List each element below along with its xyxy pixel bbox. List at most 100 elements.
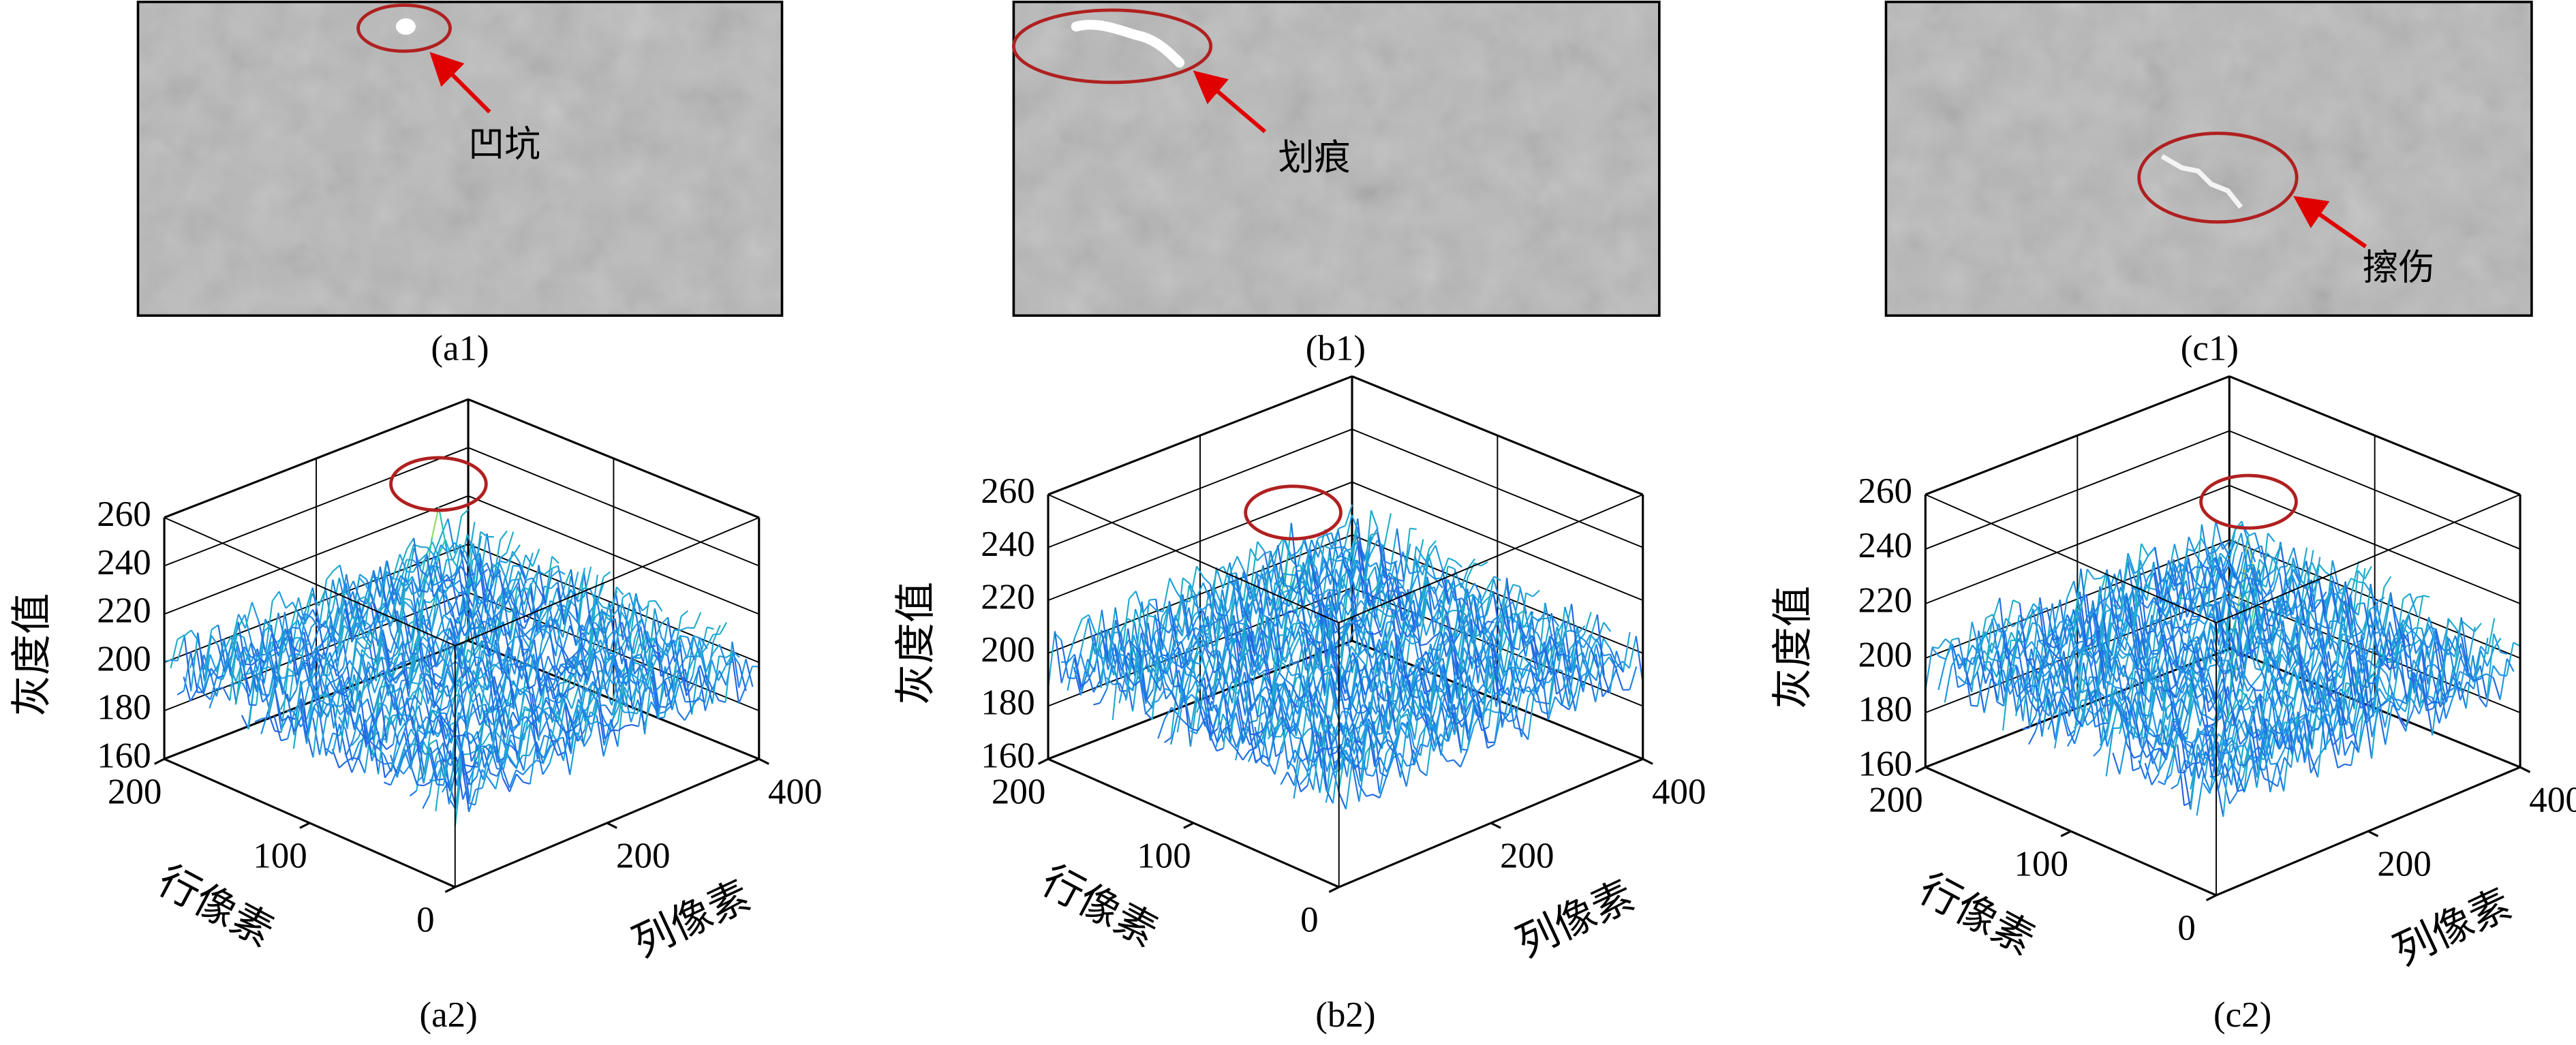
surface-segment (548, 633, 557, 657)
surface-segment (523, 583, 532, 606)
surface-segment (496, 599, 505, 641)
surface-segment (641, 601, 649, 650)
surface-segment (503, 630, 511, 636)
defect-label: 划痕 (1278, 138, 1351, 178)
surface-segment (431, 587, 440, 633)
surface-segment (1514, 706, 1522, 738)
surface-segment (492, 676, 501, 720)
surface-segment (455, 644, 463, 679)
col-axis-label: 列像素 (626, 873, 757, 967)
surface-segment (571, 699, 580, 725)
surface-segment (569, 625, 578, 644)
surface-segment (589, 614, 598, 642)
surface-segment (551, 556, 559, 564)
surface-segment (1453, 759, 1461, 768)
surface-segment (641, 664, 649, 672)
surface-segment (490, 598, 499, 626)
surface-segment (184, 629, 192, 636)
surface-segment (295, 645, 304, 659)
surface-segment (544, 712, 553, 741)
surface-segment (660, 643, 669, 665)
surface-segment (347, 687, 356, 715)
surface-segment (269, 665, 277, 695)
surface-segment (1157, 718, 1166, 739)
surface-segment (745, 659, 754, 687)
surface-segment (523, 706, 532, 712)
surface-segment (336, 666, 344, 677)
surface-segment (1300, 775, 1308, 785)
surface-segment (261, 717, 269, 720)
surface-segment (1182, 577, 1191, 584)
surface-segment (566, 686, 574, 691)
row-tick-label: 200 (108, 772, 162, 811)
surface-segment (564, 589, 572, 599)
surface-segment (333, 564, 341, 572)
surface-segment (404, 722, 413, 762)
surface-segment (333, 704, 341, 708)
surface-segment (2500, 674, 2507, 677)
surface-segment (549, 606, 557, 644)
surface-segment (522, 646, 531, 657)
surface-segment (294, 716, 303, 732)
surface-segment (517, 723, 526, 754)
z-tick-label: 240 (97, 543, 151, 582)
surface-segment (654, 651, 662, 658)
surface-segment (2344, 763, 2352, 766)
surface-segment (510, 719, 519, 761)
surface-segment (509, 621, 518, 658)
surface-segment (613, 653, 622, 679)
surface-segment (508, 773, 517, 792)
surface-segment (524, 591, 533, 616)
surface-segment (680, 627, 688, 631)
surface-segment (521, 636, 530, 648)
surface-segment (658, 678, 666, 688)
surface-segment (489, 615, 498, 655)
photo-b1: 划痕 (1012, 0, 1661, 317)
surface-segment (607, 651, 615, 677)
surface-segment (469, 776, 478, 785)
surface-segment (579, 685, 587, 693)
surface-segment (718, 700, 726, 704)
surface-segment (732, 653, 740, 666)
surface-segment (170, 659, 178, 661)
surface-segment (484, 596, 493, 631)
surface-segment (672, 635, 681, 689)
surface-segment (342, 640, 351, 684)
surface-segment (366, 735, 374, 745)
surface-segment (332, 579, 341, 616)
surface-plot: 1601802002202402600100200200400灰度值行像素列像素… (10, 398, 823, 1035)
surface-segment (406, 698, 415, 731)
surface-segment (554, 648, 563, 673)
surface-segment (288, 689, 297, 702)
surface-segment (680, 610, 689, 617)
surface-segment (362, 666, 371, 683)
surface-segment (497, 576, 506, 610)
surface-segment (1357, 655, 1366, 665)
surface-segment (738, 659, 747, 688)
surface-segment (512, 544, 521, 556)
caption: (c1) (2181, 328, 2239, 368)
surface-segment (604, 729, 613, 740)
surface-segment (622, 603, 631, 641)
surface-segment (335, 640, 344, 649)
surface-segment (329, 664, 338, 672)
surface-segment (1454, 560, 1463, 568)
surface-segment (349, 640, 358, 684)
surface-segment (608, 602, 617, 651)
surface-segment (578, 687, 587, 724)
surface-segment (282, 655, 291, 696)
surface-segment (516, 735, 525, 769)
surface-segment (429, 663, 438, 670)
surface-segment (610, 719, 619, 747)
surface-segment (585, 687, 594, 696)
surface-segment (1407, 625, 1414, 628)
surface-segment (443, 614, 451, 622)
surface-segment (371, 739, 380, 762)
surface-segment (401, 670, 410, 687)
surface-segment (651, 676, 660, 719)
surface-segment (1603, 621, 1612, 632)
surface-segment (685, 675, 694, 693)
surface-segment (371, 713, 380, 740)
surface-segment (425, 710, 433, 739)
